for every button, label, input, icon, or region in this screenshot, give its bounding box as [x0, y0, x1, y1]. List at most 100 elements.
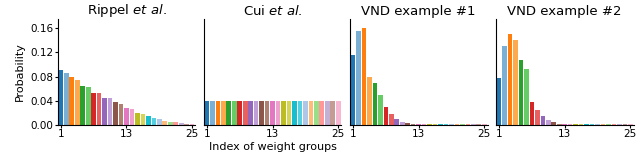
Bar — [589, 124, 595, 125]
Bar — [173, 122, 178, 125]
Bar — [336, 101, 340, 125]
Bar — [298, 101, 302, 125]
Bar — [552, 122, 556, 125]
Bar — [292, 101, 297, 125]
Bar — [428, 124, 432, 125]
Bar — [416, 124, 421, 125]
Bar — [606, 124, 611, 125]
Bar — [270, 101, 275, 125]
Bar — [579, 124, 584, 125]
Bar — [617, 124, 621, 125]
Bar — [58, 71, 63, 125]
Bar — [168, 122, 173, 125]
Bar — [276, 101, 280, 125]
Bar — [75, 80, 79, 125]
Bar — [400, 122, 404, 125]
Bar — [482, 124, 486, 125]
Bar — [157, 119, 162, 125]
Bar — [308, 101, 313, 125]
Bar — [529, 102, 534, 125]
Bar — [146, 116, 150, 125]
Bar — [383, 107, 388, 125]
Bar — [454, 124, 460, 125]
Bar — [319, 101, 324, 125]
Bar — [563, 124, 567, 125]
Bar — [476, 124, 481, 125]
Bar — [460, 124, 465, 125]
Bar — [152, 118, 156, 125]
Bar — [546, 120, 550, 125]
Bar — [64, 73, 68, 125]
Bar — [541, 116, 545, 125]
Bar — [97, 93, 102, 125]
Bar — [601, 124, 605, 125]
Bar — [502, 46, 507, 125]
Bar — [216, 101, 220, 125]
Bar — [372, 83, 377, 125]
Bar — [163, 121, 167, 125]
Title: Rippel $\it{et\ al}$.: Rippel $\it{et\ al}$. — [86, 2, 166, 19]
Bar — [243, 101, 248, 125]
Bar — [190, 124, 195, 125]
Bar — [449, 124, 454, 125]
Title: VND example #1: VND example #1 — [362, 5, 476, 18]
Y-axis label: Probability: Probability — [15, 43, 25, 101]
Bar — [524, 69, 529, 125]
Bar — [405, 123, 410, 125]
Bar — [184, 124, 189, 125]
Bar — [422, 124, 426, 125]
Bar — [444, 124, 448, 125]
Title: Cui $\it{et\ al}$.: Cui $\it{et\ al}$. — [243, 4, 303, 18]
Bar — [281, 101, 286, 125]
Bar — [303, 101, 308, 125]
Bar — [612, 124, 616, 125]
Bar — [141, 114, 145, 125]
X-axis label: Index of weight groups: Index of weight groups — [209, 142, 337, 152]
Bar — [411, 124, 415, 125]
Bar — [362, 28, 366, 125]
Bar — [568, 124, 573, 125]
Bar — [248, 101, 253, 125]
Bar — [70, 77, 74, 125]
Bar — [210, 101, 215, 125]
Bar — [232, 101, 237, 125]
Bar — [113, 102, 118, 125]
Bar — [86, 87, 90, 125]
Bar — [367, 76, 372, 125]
Bar — [389, 114, 394, 125]
Bar — [351, 55, 355, 125]
Bar — [237, 101, 242, 125]
Bar — [513, 40, 518, 125]
Bar — [535, 110, 540, 125]
Bar — [130, 109, 134, 125]
Title: VND example #2: VND example #2 — [508, 5, 622, 18]
Bar — [227, 101, 231, 125]
Bar — [287, 101, 291, 125]
Bar — [584, 124, 589, 125]
Bar — [135, 113, 140, 125]
Bar — [259, 101, 264, 125]
Bar — [465, 124, 470, 125]
Bar — [471, 124, 476, 125]
Bar — [508, 34, 513, 125]
Bar — [518, 60, 524, 125]
Bar — [433, 124, 437, 125]
Bar — [623, 124, 627, 125]
Bar — [628, 124, 633, 125]
Bar — [124, 108, 129, 125]
Bar — [179, 123, 184, 125]
Bar — [254, 101, 259, 125]
Bar — [314, 101, 319, 125]
Bar — [118, 104, 124, 125]
Bar — [265, 101, 269, 125]
Bar — [81, 86, 85, 125]
Bar — [221, 101, 226, 125]
Bar — [356, 31, 361, 125]
Bar — [378, 95, 383, 125]
Bar — [573, 124, 578, 125]
Bar — [102, 98, 107, 125]
Bar — [557, 124, 561, 125]
Bar — [497, 78, 501, 125]
Bar — [330, 101, 335, 125]
Bar — [92, 93, 96, 125]
